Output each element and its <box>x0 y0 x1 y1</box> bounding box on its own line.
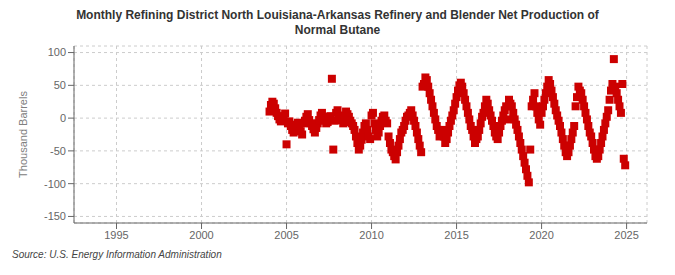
svg-text:2010: 2010 <box>359 229 383 241</box>
svg-text:1995: 1995 <box>104 229 128 241</box>
svg-text:2000: 2000 <box>189 229 213 241</box>
html-text:Normal Butane: Normal Butane <box>294 23 381 37</box>
svg-text:2020: 2020 <box>529 229 553 241</box>
svg-text:-150: -150 <box>44 210 66 222</box>
svg-text:Thousand Barrels: Thousand Barrels <box>17 91 29 178</box>
svg-text:2015: 2015 <box>444 229 468 241</box>
svg-text:50: 50 <box>54 79 66 91</box>
svg-text:2025: 2025 <box>614 229 638 241</box>
svg-text:100: 100 <box>48 46 66 58</box>
svg-text:2005: 2005 <box>274 229 298 241</box>
html-text:Monthly Refining District Nort: Monthly Refining District North Louisian… <box>76 8 599 22</box>
svg-text:-50: -50 <box>50 145 66 157</box>
svg-text:0: 0 <box>60 112 66 124</box>
svg-text:-100: -100 <box>44 178 66 190</box>
html-text:Source: U.S. Energy Informatio: Source: U.S. Energy Information Administ… <box>12 249 222 260</box>
